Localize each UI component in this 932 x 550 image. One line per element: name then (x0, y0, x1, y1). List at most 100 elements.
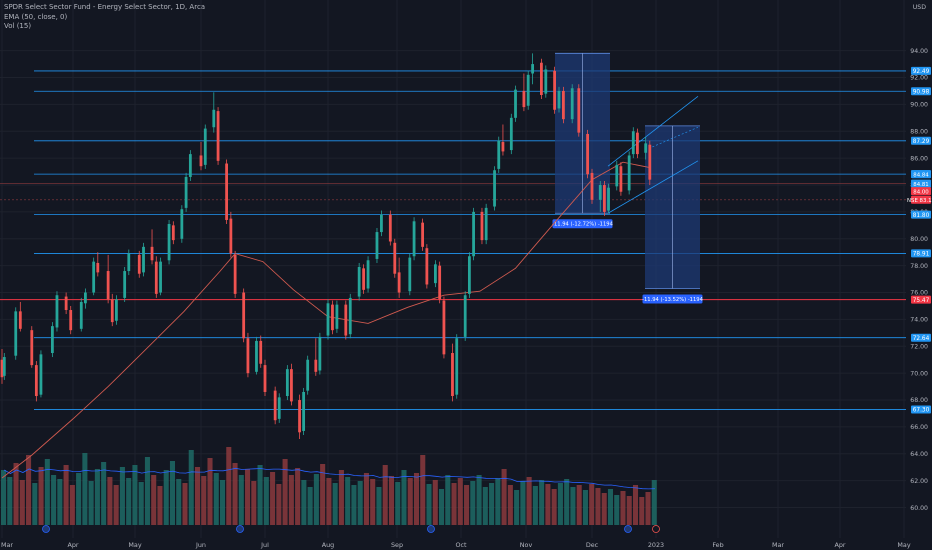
candle-body (298, 400, 301, 433)
volume-bar (476, 475, 482, 525)
event-marker-icon (236, 525, 244, 533)
volume-bar (238, 475, 244, 525)
highlight-level-badge (911, 295, 931, 304)
volume-bars (1, 447, 660, 533)
volume-bar (213, 473, 219, 525)
volume-bar (482, 487, 488, 525)
volume-bar (32, 483, 38, 525)
candle-body (142, 246, 145, 273)
volume-bar (589, 484, 595, 525)
level-badge-label: 90.98 (913, 89, 930, 95)
candle-body (577, 88, 581, 133)
price-badge-label: NSE 83.12 (907, 198, 932, 204)
candle-body (636, 132, 639, 155)
level-badge (911, 136, 931, 145)
candle-body (216, 111, 220, 161)
candle-body (497, 140, 501, 169)
candle-body (615, 164, 619, 187)
candle-body (2, 357, 6, 376)
volume-bar (44, 459, 50, 525)
price-badge (911, 170, 931, 179)
volume-bar (295, 468, 301, 525)
candle-body (306, 359, 310, 391)
y-tick-label: 64.00 (910, 451, 928, 458)
volume-bar (138, 482, 144, 525)
candle-body (154, 261, 158, 294)
volume-bar (464, 485, 470, 525)
volume-bar (495, 478, 501, 525)
volume-bar (489, 483, 495, 525)
volume-bar (251, 481, 257, 525)
volume-bar (207, 458, 213, 525)
candle-body (255, 340, 258, 372)
candle-body (273, 390, 277, 421)
candle-body (544, 69, 548, 94)
volume-bar (395, 482, 401, 525)
candle-body (388, 214, 392, 242)
volume-bar (226, 447, 232, 525)
volume-bar (439, 489, 445, 525)
volume-bar (614, 495, 620, 525)
candle-body (18, 311, 22, 329)
candle-body (514, 89, 517, 118)
price-badge (911, 179, 931, 188)
candle-body (493, 170, 496, 207)
candle-body (55, 295, 59, 328)
candle-body (598, 185, 602, 200)
volume-bar (94, 469, 100, 525)
candle-body (540, 62, 543, 95)
candle-body (50, 326, 54, 354)
x-tick-label: Nov (520, 541, 533, 549)
candle-body (467, 256, 471, 294)
volume-bar (632, 485, 639, 525)
measure-label-bg (642, 294, 703, 304)
y-tick-label: 72.00 (910, 343, 928, 350)
y-tick-label: 68.00 (910, 397, 928, 404)
x-tick-label: May (128, 541, 141, 549)
volume-bar (526, 477, 532, 525)
volume-bar (626, 496, 632, 525)
candle-body (348, 297, 352, 335)
volume-bar (357, 481, 363, 525)
ema-50-line (1, 161, 650, 479)
volume-bar (38, 467, 44, 525)
volume-bar (607, 489, 613, 525)
volume-bar (351, 485, 357, 525)
channel-upper-line (607, 96, 699, 167)
currency-label: USD (913, 4, 926, 11)
price-badge-label: 84.84 (913, 172, 929, 178)
volume-bar (307, 487, 313, 525)
candle-body (619, 166, 623, 192)
time-axis: Mar Apr May Jun Jul Aug Sep Oct Nov Dec 2023 Feb Mar… (1, 541, 911, 549)
candle-body (225, 163, 228, 220)
volume-bar (157, 486, 163, 525)
volume-bar (276, 484, 282, 525)
volume-bar (376, 487, 382, 525)
candle-body (335, 304, 339, 329)
volume-bar (76, 473, 82, 525)
volume-bar (188, 450, 194, 525)
candle-body (586, 133, 589, 175)
volume-bar (88, 481, 94, 525)
x-tick-label: Oct (455, 541, 467, 549)
candle-body (127, 253, 131, 272)
candle-body (438, 265, 442, 300)
candle-body (484, 207, 488, 241)
volume-bar (57, 479, 63, 525)
volume-bar (245, 469, 251, 525)
volume-bar (51, 475, 57, 525)
volume-bar (639, 497, 645, 525)
volume-bar (426, 484, 432, 525)
volume-bar (557, 483, 563, 525)
volume-bar (539, 480, 545, 525)
candle-body (421, 222, 424, 247)
candle-body (203, 128, 207, 165)
volume-bar (407, 478, 413, 525)
price-axis-background (910, 0, 932, 550)
candle-body (553, 70, 556, 110)
candle-body (0, 359, 4, 378)
candle-body (463, 295, 467, 337)
volume-bar (332, 483, 338, 525)
volume-bar (382, 465, 388, 525)
